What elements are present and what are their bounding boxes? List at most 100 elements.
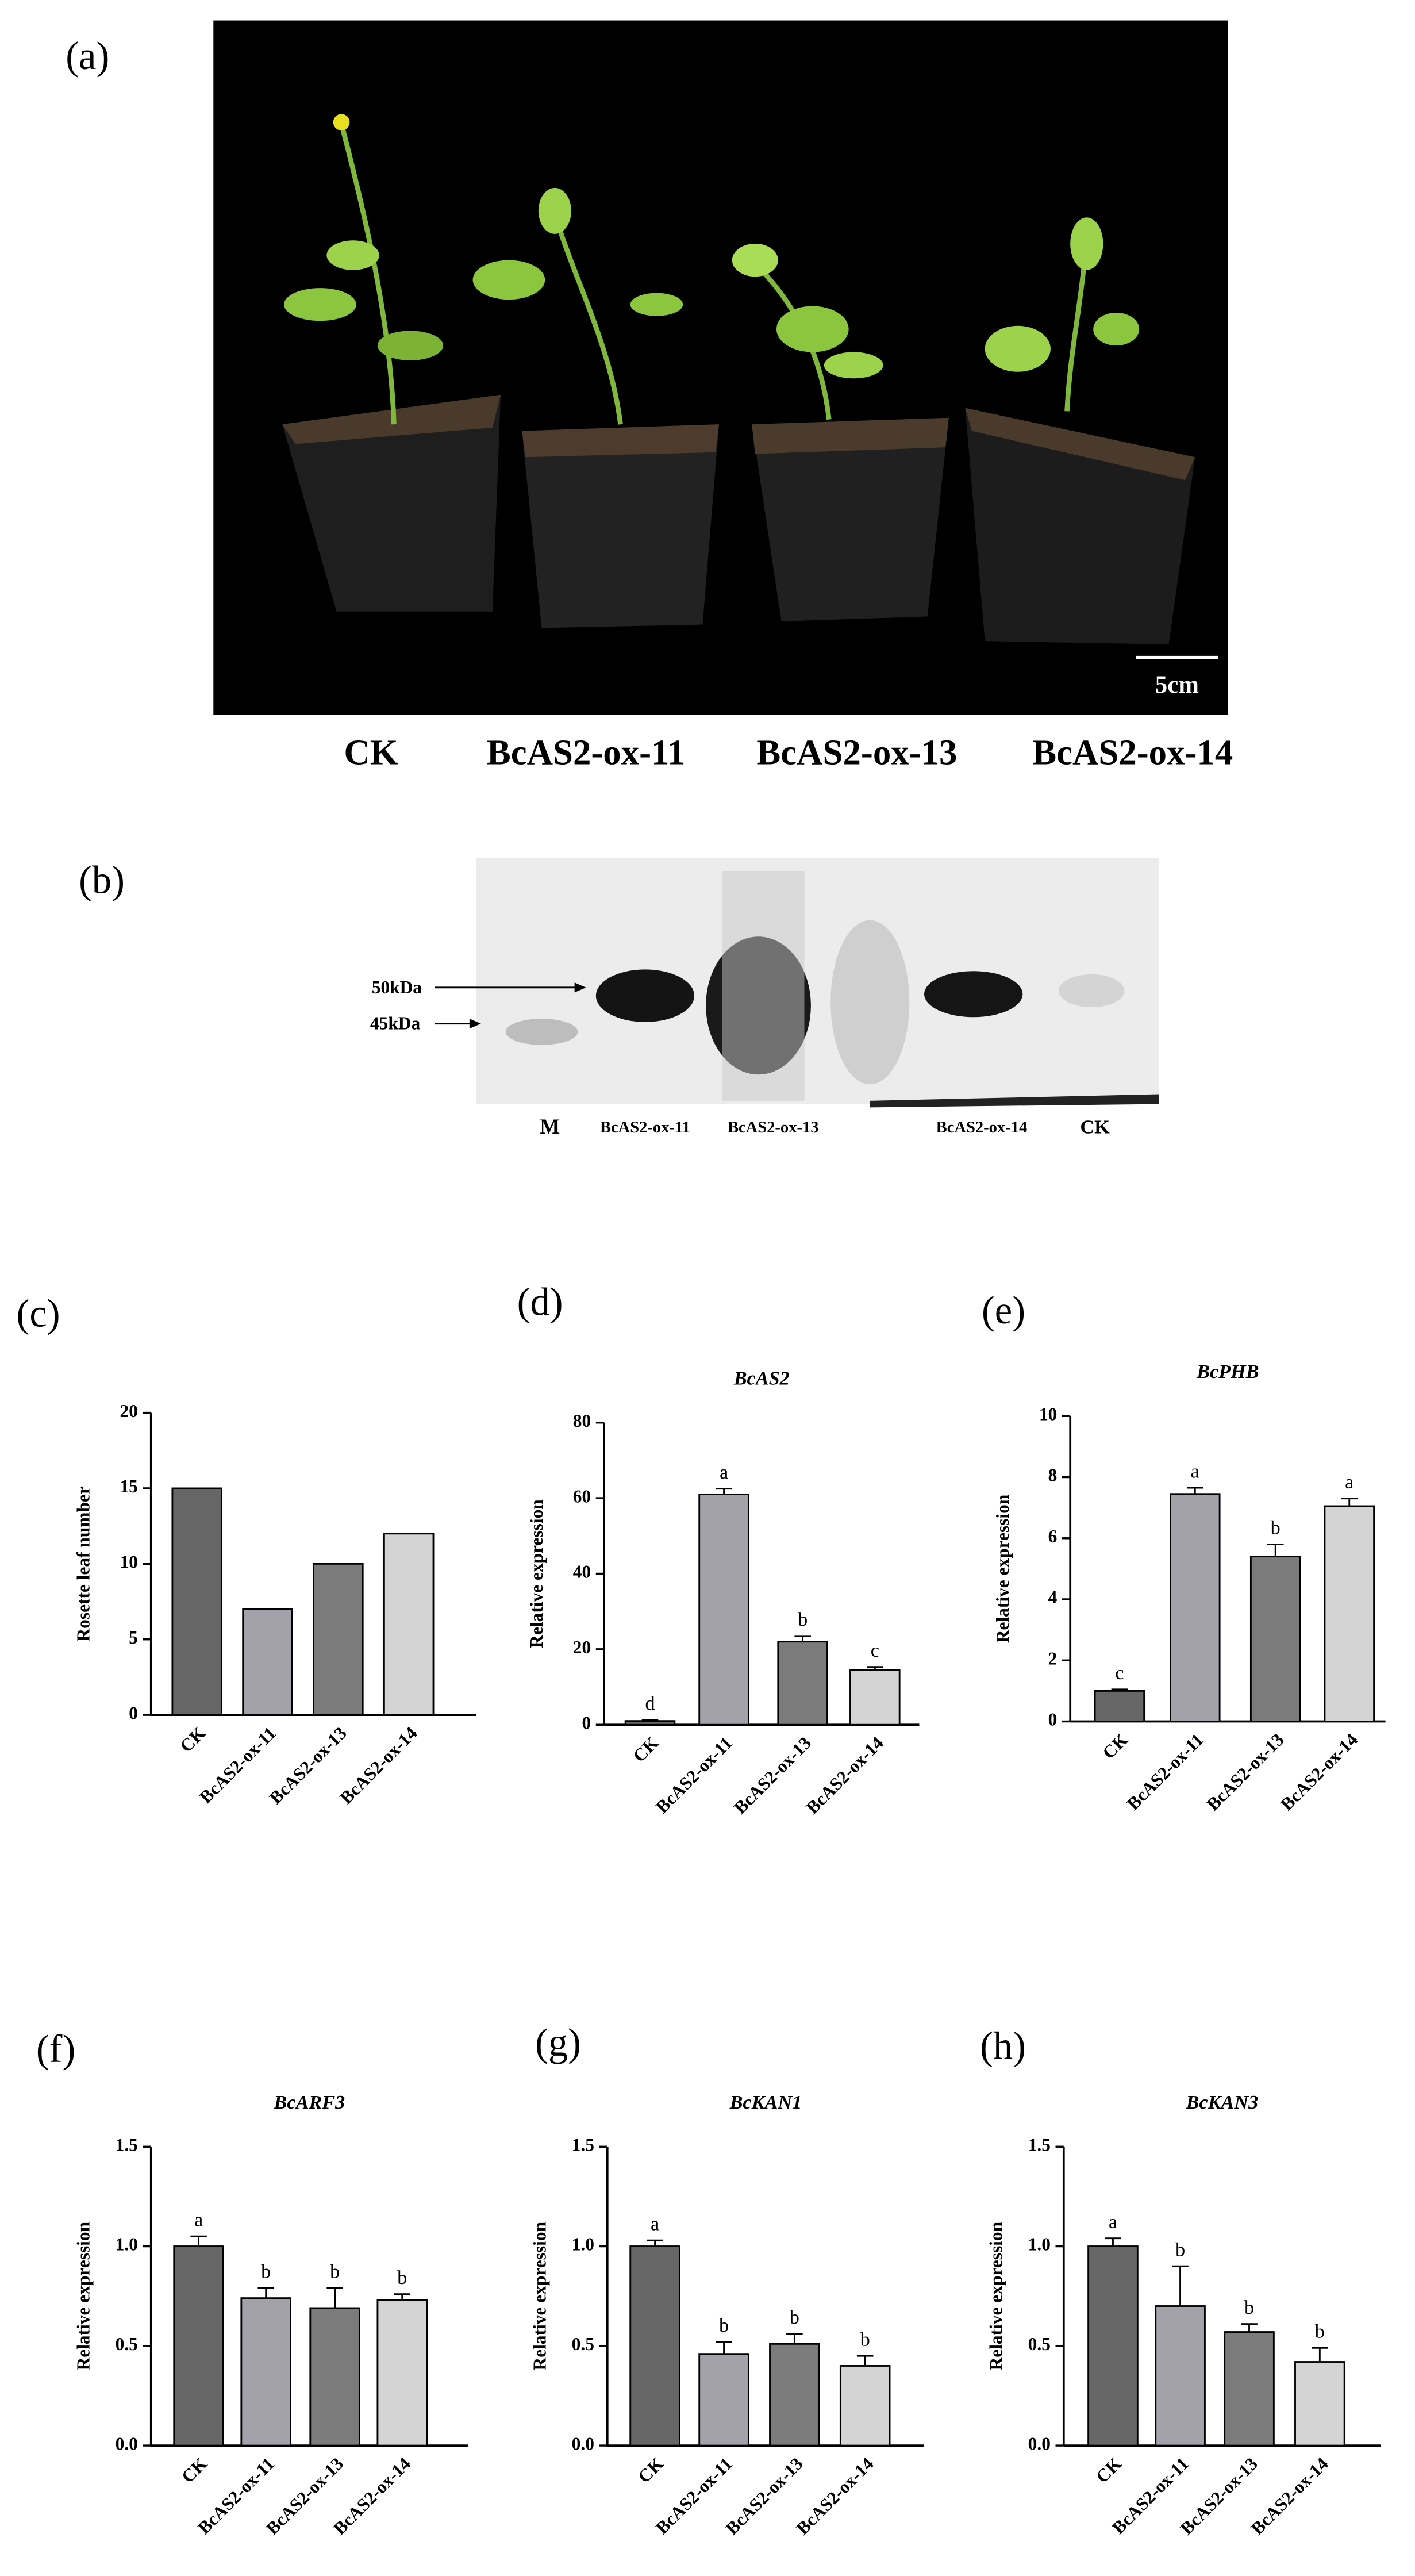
bar [171,1487,223,1716]
x-tick-label: CK [1098,1729,1132,1763]
y-tick-label: 15 [120,1476,138,1496]
y-tick-label: 1.0 [116,2235,138,2255]
marker-label: 50kDa [372,977,422,997]
y-tick-label: 1.5 [572,2134,594,2155]
bar [173,2245,224,2447]
y-tick-label: 60 [573,1486,591,1506]
y-tick-label: 4 [1048,1587,1058,1607]
panel-label: (e) [982,1288,1025,1332]
arrowhead [574,982,586,993]
significance-letter: d [645,1692,655,1714]
bar [769,2343,820,2447]
bar [376,2299,428,2447]
y-tick-label: 0.0 [116,2433,138,2454]
bar [1249,1556,1301,1722]
arrowhead [469,1019,481,1029]
panel-label: (g) [535,2021,581,2064]
lane-label: BcAS2-ox-13 [728,1119,819,1137]
lane-label: BcAS2-ox-11 [600,1119,690,1137]
bar [1224,2331,1275,2447]
significance-letter: b [1244,2297,1254,2318]
y-tick-label: 80 [573,1411,591,1431]
significance-letter: a [1345,1471,1354,1493]
caption: CK [344,732,398,773]
bar [777,1641,828,1726]
bar [313,1563,364,1716]
significance-letter: b [790,2306,799,2328]
y-tick-label: 2 [1048,1648,1058,1668]
y-tick-label: 5 [129,1627,138,1648]
bar [383,1533,435,1716]
x-tick-label: BcAS2-ox-11 [1123,1729,1208,1814]
significance-letter: c [1115,1662,1124,1684]
panel-label: (h) [980,2024,1026,2067]
marker-label: 45kDa [370,1013,421,1034]
panel-label: (f) [36,2027,75,2071]
y-tick-label: 8 [1048,1465,1058,1485]
y-tick-label: 40 [573,1562,591,1582]
y-axis-label: Relative expression [526,1499,547,1648]
y-axis-label: Relative expression [530,2222,550,2371]
y-tick-label: 10 [120,1552,138,1572]
bar [1170,1493,1221,1722]
blot-background [476,858,1159,1104]
bar [1324,1505,1375,1722]
significance-letter: b [860,2328,870,2350]
y-tick-label: 20 [120,1401,138,1421]
panel-label: (b) [79,858,125,902]
significance-letter: b [261,2260,271,2282]
chart-title: BcKAN1 [729,2091,802,2113]
significance-letter: a [194,2209,203,2231]
y-tick-label: 0.5 [572,2334,594,2354]
y-tick-label: 10 [1039,1404,1057,1424]
panel-label: (d) [517,1280,563,1324]
significance-letter: b [1271,1517,1281,1539]
bar [309,2307,360,2447]
blot-bands [505,871,1159,1108]
y-tick-label: 0 [1048,1710,1058,1730]
bar [1294,2361,1345,2447]
lane-label: CK [1080,1116,1110,1138]
bar [629,2245,680,2447]
y-axis-label: Rosette leaf number [74,1486,94,1641]
significance-letter: b [798,1608,808,1630]
panel-label: (a) [66,34,109,78]
x-tick-label: BcAS2-ox-14 [1276,1729,1362,1814]
lane-label: M [540,1115,560,1139]
bar [240,2297,291,2447]
bar [849,1669,901,1726]
y-tick-label: 20 [573,1637,591,1657]
x-tick-label: CK [634,2454,667,2487]
significance-letter: b [719,2314,729,2336]
chart-title: BcAS2 [733,1367,790,1389]
x-tick-label: BcAS2-ox-13 [1203,1729,1288,1814]
y-tick-label: 1.5 [116,2134,138,2155]
y-tick-label: 0 [582,1713,591,1733]
y-tick-label: 1.0 [572,2235,594,2255]
scale-bar-label: 5cm [1155,671,1199,698]
plants [282,114,1195,644]
y-axis-label: Relative expression [993,1495,1013,1644]
x-tick-label: CK [629,1733,662,1766]
chart-title: BcPHB [1196,1361,1259,1383]
y-tick-label: 0.0 [1028,2433,1051,2454]
bar [1155,2305,1206,2447]
significance-letter: b [397,2267,407,2289]
y-tick-label: 1.5 [1028,2134,1051,2155]
bar [624,1720,676,1726]
x-tick-label: CK [176,1723,209,1756]
x-tick-label: BcAS2-ox-13 [730,1733,815,1818]
panel-label: (c) [17,1292,60,1335]
significance-letter: a [1109,2211,1117,2233]
significance-letter: b [330,2260,340,2282]
y-axis-label: Relative expression [986,2222,1006,2370]
significance-letter: a [1191,1460,1199,1482]
x-tick-label: BcAS2-ox-14 [802,1733,887,1818]
chart-title: BcKAN3 [1186,2091,1259,2113]
x-tick-label: CK [1092,2454,1125,2487]
significance-letter: a [651,2213,659,2235]
significance-letter: b [1315,2320,1325,2342]
y-axis-label: Relative expression [74,2222,94,2371]
